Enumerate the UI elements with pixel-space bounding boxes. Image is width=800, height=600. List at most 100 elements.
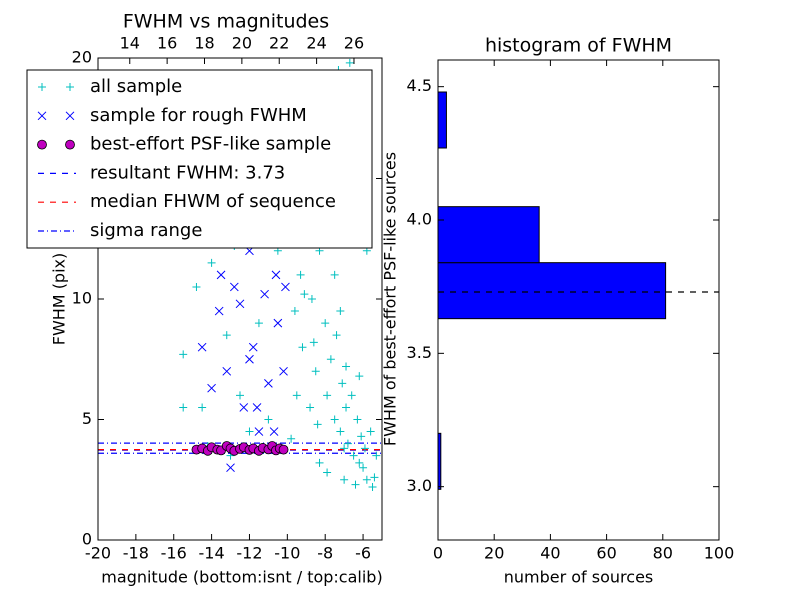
point <box>342 403 351 412</box>
legend-label: all sample <box>90 76 182 97</box>
point <box>271 270 281 280</box>
point <box>290 307 299 316</box>
point <box>330 270 339 279</box>
y-tick-label: 3.5 <box>407 343 432 362</box>
point <box>236 391 244 400</box>
legend-label: resultant FWHM: 3.73 <box>90 162 285 183</box>
point <box>336 307 345 316</box>
point <box>273 318 283 328</box>
x-tick-label: -10 <box>274 544 300 563</box>
x2-tick-label: 22 <box>269 34 289 53</box>
x-axis-label: number of sources <box>504 568 654 587</box>
x-tick-label: -18 <box>123 544 149 563</box>
point <box>287 434 296 443</box>
point <box>355 372 364 381</box>
point <box>340 475 349 484</box>
point <box>360 444 369 453</box>
point <box>355 458 364 467</box>
legend-marker <box>37 111 47 121</box>
point <box>296 270 305 279</box>
legend-marker <box>37 139 47 150</box>
x-tick-label: -20 <box>85 544 111 563</box>
point <box>239 403 249 412</box>
point <box>338 379 347 388</box>
point <box>197 342 207 352</box>
point <box>326 355 335 364</box>
point <box>248 342 258 352</box>
x-tick-label: -12 <box>236 544 262 563</box>
point <box>359 463 368 472</box>
point <box>281 282 290 292</box>
y-tick-label: 20 <box>72 48 92 67</box>
x2-tick-label: 18 <box>194 34 214 53</box>
point <box>332 331 341 340</box>
point <box>300 290 309 299</box>
point <box>229 282 239 292</box>
point <box>362 475 371 484</box>
point <box>254 319 263 328</box>
point <box>372 451 381 460</box>
legend-marker <box>38 83 46 91</box>
x2-tick-label: 16 <box>157 34 177 53</box>
y-tick-label: 5 <box>82 409 92 428</box>
y-tick-label: 4.0 <box>407 210 432 229</box>
point <box>323 391 332 400</box>
point <box>192 282 201 291</box>
bar <box>437 91 447 149</box>
chart-title: FWHM vs magnitudes <box>123 11 329 33</box>
x-axis-label: magnitude (bottom:isnt / top:calib) <box>101 568 382 587</box>
y-tick-label: 0 <box>82 530 92 549</box>
point <box>214 306 224 316</box>
point <box>252 403 262 412</box>
point <box>179 403 188 412</box>
point <box>245 427 254 436</box>
x-tick-label: 40 <box>540 544 560 563</box>
point <box>323 468 332 477</box>
x-tick-label: 0 <box>433 544 443 563</box>
point <box>309 338 318 347</box>
legend-marker <box>65 139 75 150</box>
x-tick-label: -6 <box>355 544 371 563</box>
x-tick-label: 100 <box>704 544 735 563</box>
legend-label: sigma range <box>90 220 202 241</box>
point <box>279 366 288 376</box>
point <box>222 331 231 340</box>
point <box>264 415 273 424</box>
point <box>349 451 358 460</box>
point <box>226 463 235 473</box>
x2-tick-label: 14 <box>120 34 140 53</box>
point <box>198 403 207 412</box>
x2-tick-label: 26 <box>344 34 364 53</box>
y-axis-label: FWHM of best-effort PSF-like sources <box>381 152 400 446</box>
point <box>269 427 279 436</box>
y-axis-label: FWHM (pix) <box>50 253 69 346</box>
legend-label: median FHWM of sequence <box>90 191 336 212</box>
point <box>368 482 377 491</box>
y-tick-label: 3.0 <box>407 476 432 495</box>
point <box>343 439 352 448</box>
point <box>357 432 366 441</box>
point <box>351 480 360 489</box>
point <box>278 444 289 455</box>
x2-tick-label: 20 <box>232 34 252 53</box>
point <box>330 415 339 424</box>
legend-marker <box>66 83 74 91</box>
x-tick-label: 80 <box>653 544 673 563</box>
x-tick-label: 60 <box>596 544 616 563</box>
point <box>222 366 232 376</box>
chart-title: histogram of FWHM <box>485 35 672 57</box>
x-tick-label: -16 <box>161 544 187 563</box>
point <box>342 362 351 371</box>
point <box>216 270 226 280</box>
bar <box>437 262 667 320</box>
axes-frame <box>437 59 720 541</box>
point <box>245 354 254 364</box>
point <box>345 58 354 67</box>
point <box>370 473 379 482</box>
bar <box>437 206 540 264</box>
point <box>207 383 216 393</box>
point <box>306 403 315 412</box>
point <box>340 444 349 453</box>
y-tick-label: 10 <box>72 289 92 308</box>
